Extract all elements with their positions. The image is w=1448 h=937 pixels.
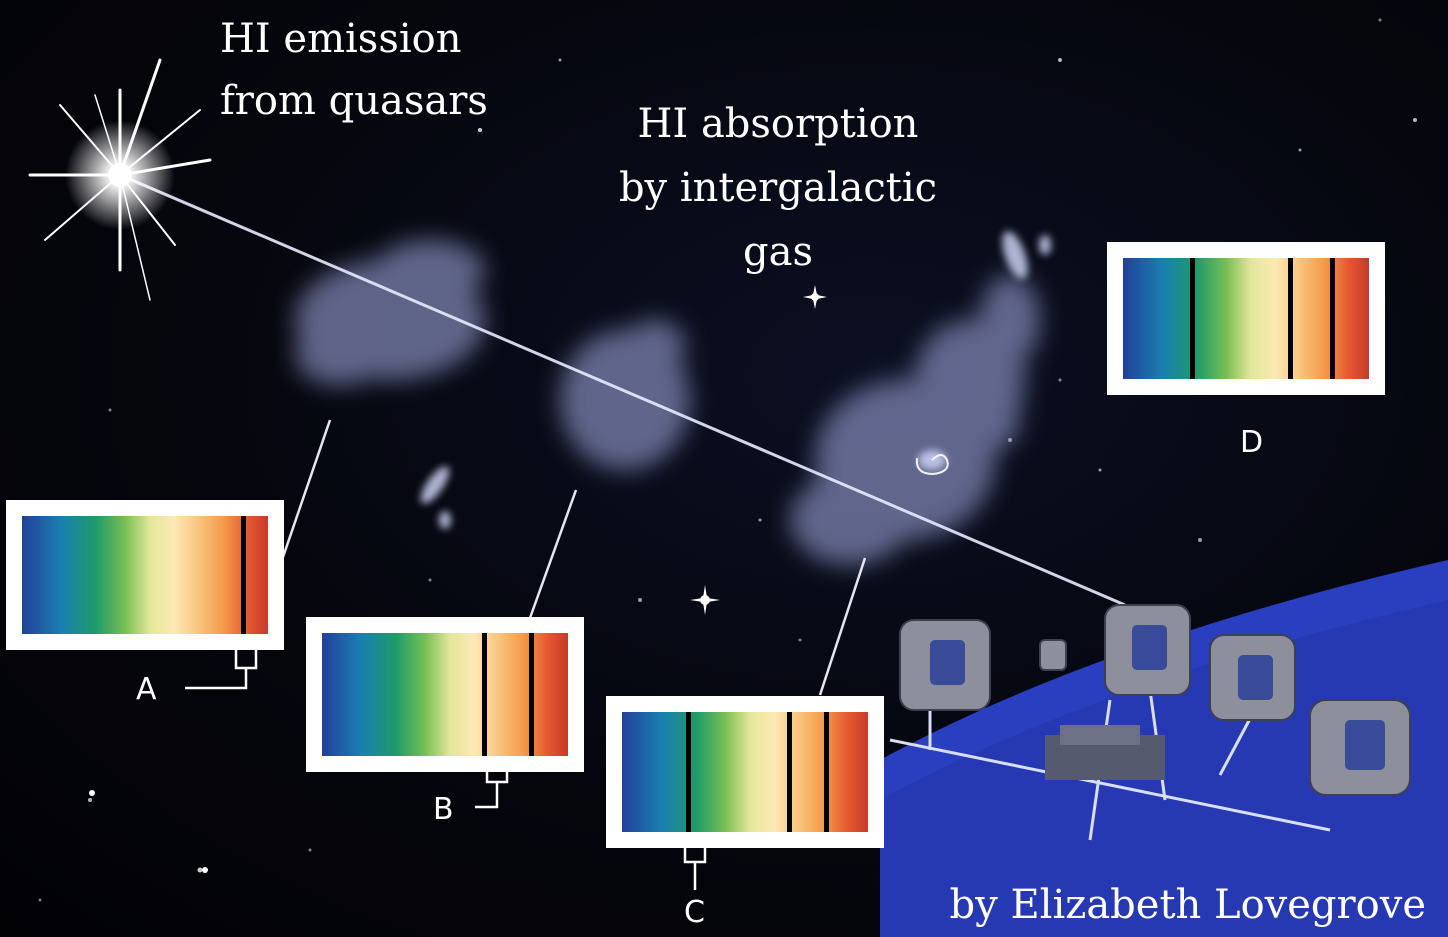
absorption-line	[529, 633, 535, 756]
emission-caption: HI emission from quasars	[220, 16, 488, 124]
telescope-array	[880, 560, 1448, 937]
leader-lines	[280, 419, 867, 696]
absorption-line	[482, 633, 488, 756]
absorption-line	[1330, 258, 1336, 379]
spectrum-label-b: B	[433, 792, 454, 827]
spectrum-a	[6, 500, 284, 650]
spectrum-label-d: D	[1240, 425, 1264, 460]
spectrum-bar	[622, 712, 868, 832]
spectrum-bar	[22, 516, 268, 634]
absorption-line	[787, 712, 793, 832]
spectrum-d	[1107, 242, 1385, 395]
spiral-galaxy	[915, 454, 949, 476]
absorption-line	[686, 712, 692, 832]
spectrum-c	[606, 696, 884, 848]
spectrum-bar	[322, 633, 568, 756]
gas-clouds	[295, 240, 1040, 565]
spectrum-label-a: A	[136, 672, 157, 707]
sparkle-stars	[89, 285, 827, 873]
quasar-icon	[28, 58, 212, 301]
spectrum-bar	[1123, 258, 1369, 379]
absorption-line	[1189, 258, 1195, 379]
sightline-beam	[119, 173, 1126, 607]
absorption-line	[241, 516, 247, 634]
spectrum-b	[306, 617, 584, 772]
absorption-line	[1288, 258, 1294, 379]
credit-caption: by Elizabeth Lovegrove	[949, 882, 1426, 928]
absorption-caption: HI absorption by intergalactic gas	[618, 101, 938, 275]
absorption-line	[824, 712, 830, 832]
spectrum-label-c: C	[684, 895, 705, 930]
